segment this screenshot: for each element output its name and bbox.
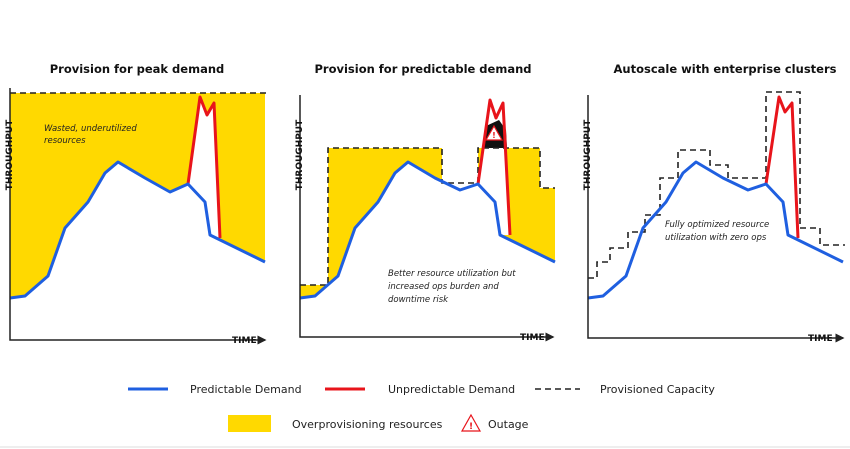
note: Better resource utilization but xyxy=(388,269,516,279)
axes xyxy=(9,88,267,345)
note: increased ops burden and xyxy=(388,282,499,292)
predictable-line xyxy=(9,160,266,300)
x-label: TIME xyxy=(232,336,257,346)
predictable-line xyxy=(587,160,844,300)
outage-icon: ! xyxy=(484,124,504,141)
note: resources xyxy=(44,136,86,146)
note: Wasted, underutilized xyxy=(44,124,137,134)
axes xyxy=(299,95,555,342)
note: Fully optimized resource xyxy=(665,220,769,230)
y-label: THROUGHPUT xyxy=(5,119,15,190)
panel-title: Provision for peak demand xyxy=(50,62,225,76)
panel-autoscale: Autoscale with enterprise clusters THROU… xyxy=(583,62,845,344)
capacity-line xyxy=(588,91,845,279)
y-label: THROUGHPUT xyxy=(295,119,305,190)
y-label: THROUGHPUT xyxy=(583,119,593,190)
panel-title: Autoscale with enterprise clusters xyxy=(614,62,837,76)
axes xyxy=(587,95,845,343)
legend-label: Overprovisioning resources xyxy=(292,418,443,431)
legend-label: Outage xyxy=(488,418,529,431)
x-label: TIME xyxy=(808,334,833,344)
legend-label: Predictable Demand xyxy=(190,383,302,396)
unpredictable-line xyxy=(764,95,800,239)
panel-title: Provision for predictable demand xyxy=(314,62,531,76)
panel-predictable: Provision for predictable demand ! THROU… xyxy=(295,62,556,343)
panel-peak: Provision for peak demand THROUGHPUT TIM… xyxy=(5,62,267,346)
note: utilization with zero ops xyxy=(665,233,767,243)
capacity-line xyxy=(300,147,555,286)
predictable-line xyxy=(299,160,556,300)
svg-text:!: ! xyxy=(469,422,473,432)
legend-swatch: ! xyxy=(460,413,482,432)
x-label: TIME xyxy=(520,333,545,343)
legend: Predictable Demand Unpredictable Demand … xyxy=(128,383,715,432)
legend-label: Provisioned Capacity xyxy=(600,383,715,396)
legend-label: Unpredictable Demand xyxy=(388,383,515,396)
legend-swatch xyxy=(228,415,271,432)
unpredictable-line xyxy=(476,98,512,236)
svg-text:!: ! xyxy=(492,131,496,140)
unpredictable-line xyxy=(186,95,222,239)
note: downtime risk xyxy=(388,295,449,305)
overprovision-area xyxy=(300,148,460,298)
